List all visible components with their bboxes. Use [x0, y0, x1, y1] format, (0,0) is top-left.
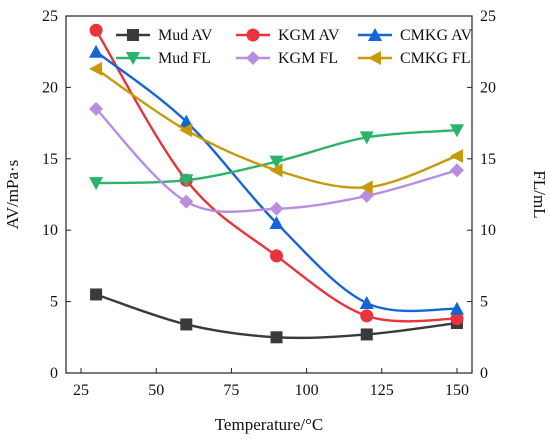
legend-item: KGM FL — [236, 50, 338, 67]
legend-item: CMKG FL — [358, 50, 471, 67]
y-tick-label: 5 — [50, 294, 58, 311]
y2-tick-label: 5 — [480, 294, 488, 311]
data-point — [89, 101, 104, 116]
legend-marker — [368, 28, 382, 41]
data-point — [89, 44, 104, 58]
legend-label: KGM FL — [278, 50, 338, 67]
y-tick-label: 15 — [42, 151, 58, 168]
y2-tick-label: 20 — [480, 79, 496, 96]
legend-label: CMKG AV — [400, 27, 473, 44]
legend-label: Mud FL — [158, 50, 211, 67]
legend-label: Mud AV — [158, 27, 213, 44]
data-point — [450, 312, 464, 326]
legend-marker — [127, 29, 139, 41]
data-point — [270, 249, 284, 263]
legend-item: CMKG AV — [358, 27, 473, 44]
y-axis-title: AV/mPa·s — [3, 160, 22, 230]
series-cmkg-av — [89, 44, 464, 315]
data-point — [360, 328, 373, 341]
legend-marker — [246, 51, 260, 65]
data-point — [359, 131, 374, 145]
x-axis-title: Temperature/°C — [215, 415, 324, 434]
series-layer — [89, 23, 464, 344]
legend-item: Mud AV — [116, 27, 213, 44]
y-tick-label: 20 — [42, 79, 58, 96]
y2-tick-label: 15 — [480, 151, 496, 168]
series-kgm-fl — [89, 101, 464, 216]
data-point — [359, 296, 374, 310]
legend-item: KGM AV — [236, 27, 340, 44]
y2-tick-label: 10 — [480, 222, 496, 239]
axes: 25 50 75 100 125 150 0 5 10 15 20 25 0 5 10 15 20 25 — [42, 8, 496, 399]
data-point — [269, 201, 284, 216]
x-tick-label: 150 — [445, 382, 469, 399]
data-point — [270, 331, 283, 344]
y-tick-label: 10 — [42, 222, 58, 239]
data-point — [179, 194, 194, 209]
y-tick-label: 0 — [50, 365, 58, 382]
data-point — [359, 180, 373, 195]
x-tick-label: 125 — [370, 382, 394, 399]
x-tick-label: 100 — [295, 382, 319, 399]
x-tick-label: 25 — [73, 382, 89, 399]
data-point — [179, 114, 194, 128]
series-mud-av — [90, 288, 463, 344]
y2-tick-label: 25 — [480, 8, 496, 25]
x-tick-label: 50 — [148, 382, 164, 399]
data-point — [180, 318, 193, 331]
y-tick-label: 25 — [42, 8, 58, 25]
data-point — [89, 61, 103, 76]
legend-label: KGM AV — [278, 27, 340, 44]
data-point — [360, 309, 374, 323]
y2-tick-label: 0 — [480, 365, 488, 382]
series-kgm-av — [89, 23, 464, 326]
data-point — [449, 301, 464, 315]
legend-marker — [246, 28, 260, 42]
data-point — [179, 174, 194, 188]
legend-item: Mud FL — [116, 50, 211, 67]
data-point — [269, 163, 283, 178]
data-point — [449, 148, 463, 163]
data-point — [179, 123, 193, 138]
legend-marker — [368, 51, 381, 65]
plot-frame — [65, 15, 473, 374]
legend-marker — [126, 52, 140, 65]
data-point — [269, 155, 284, 169]
data-point — [89, 177, 104, 191]
legend: Mud AV KGM AV CMKG AV Mud FL KGM FL CMKG FL — [116, 27, 473, 67]
data-point — [89, 23, 103, 37]
legend-label: CMKG FL — [400, 50, 471, 67]
series-line — [95, 29, 458, 323]
series-cmkg-fl — [89, 61, 463, 195]
series-mud-fl — [89, 124, 464, 191]
data-point — [90, 288, 103, 301]
x-tick-label: 75 — [223, 382, 239, 399]
y2-axis-title: FL/mL — [530, 170, 549, 218]
data-point — [269, 216, 284, 230]
data-point — [449, 163, 464, 178]
data-point — [449, 124, 464, 138]
